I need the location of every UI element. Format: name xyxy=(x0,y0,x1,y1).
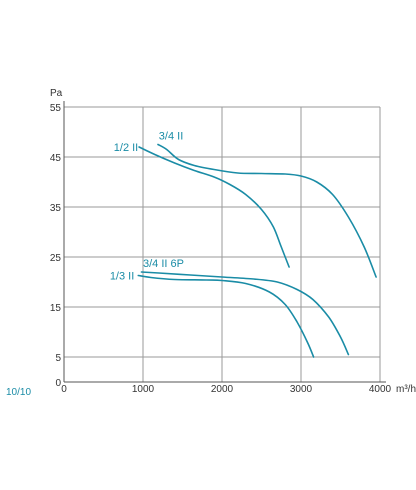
grid xyxy=(64,106,381,382)
y-tick-label: 15 xyxy=(50,303,62,314)
axes xyxy=(63,101,386,383)
x-tick-label: 2000 xyxy=(211,384,234,395)
curve-line xyxy=(140,271,350,356)
curve-labels: 3/4 II 1/2 II 3/4 II 6P 1/3 II xyxy=(110,131,184,283)
curve-label: 3/4 II 6P xyxy=(143,258,184,270)
curve-label: 1/2 II xyxy=(114,142,138,154)
y-tick-label: 35 xyxy=(50,203,62,214)
curve-line xyxy=(157,143,377,278)
x-tick-label: 4000 xyxy=(369,384,392,395)
x-tick-label: 3000 xyxy=(290,384,313,395)
y-tick-label: 5 xyxy=(55,353,61,364)
y-tick-label: 55 xyxy=(50,103,62,114)
x-tick-label: 0 xyxy=(61,384,67,395)
curves xyxy=(137,143,377,358)
curve-label: 1/3 II xyxy=(110,271,134,283)
y-tick-label: 25 xyxy=(50,253,62,264)
page-code: 10/10 xyxy=(6,387,32,398)
curve-line xyxy=(137,274,315,358)
x-tick-label: 1000 xyxy=(132,384,155,395)
tick-labels: 0 1000 2000 3000 4000 0 5 15 25 35 45 55 xyxy=(50,103,392,395)
x-unit-label: m³/h xyxy=(396,384,416,395)
y-tick-label: 0 xyxy=(55,378,61,389)
curve-label: 3/4 II xyxy=(159,131,183,143)
y-unit-label: Pa xyxy=(50,88,63,99)
curve-line xyxy=(138,146,290,268)
y-tick-label: 45 xyxy=(50,153,62,164)
